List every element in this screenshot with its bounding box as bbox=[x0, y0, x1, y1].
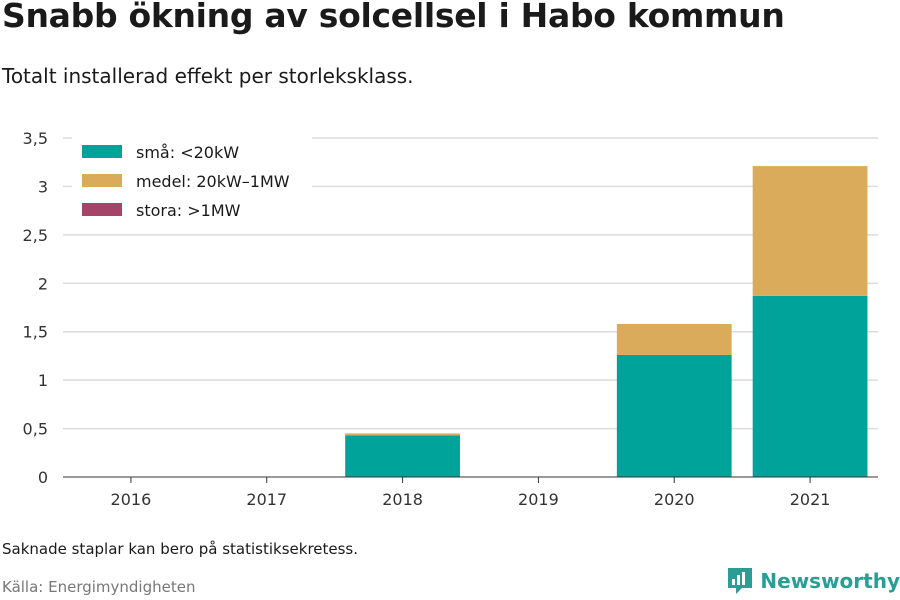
y-tick-label: 1 bbox=[38, 371, 48, 390]
x-tick-label: 2018 bbox=[382, 490, 423, 509]
bar-segment bbox=[752, 295, 868, 477]
y-tick-label: 0 bbox=[38, 468, 48, 487]
chart-subtitle: Totalt installerad effekt per storlekskl… bbox=[2, 64, 414, 88]
legend-label: medel: 20kW–1MW bbox=[136, 172, 290, 191]
legend-label: små: <20kW bbox=[136, 143, 239, 162]
bar-segment bbox=[752, 166, 868, 296]
newsworthy-logo-icon bbox=[728, 568, 753, 594]
y-tick-label: 3 bbox=[38, 177, 48, 196]
bars bbox=[345, 166, 868, 477]
chart-title: Snabb ökning av solcellsel i Habo kommun bbox=[2, 0, 785, 35]
legend-swatch bbox=[82, 145, 122, 158]
bar-segment bbox=[345, 435, 460, 477]
bar-segment bbox=[345, 433, 460, 436]
x-tick-label: 2017 bbox=[246, 490, 287, 509]
y-axis-ticks: 0 0,5 1 1,5 2 2,5 3 3,5 bbox=[23, 129, 48, 487]
y-tick-label: 3,5 bbox=[23, 129, 48, 148]
legend-label: stora: >1MW bbox=[136, 201, 241, 220]
x-axis-ticks: 2016 2017 2018 2019 2020 2021 bbox=[111, 477, 831, 509]
source-note: Källa: Energimyndigheten bbox=[2, 578, 196, 596]
bar-segment bbox=[616, 354, 732, 477]
brand-name: Newsworthy bbox=[760, 569, 900, 593]
y-tick-label: 2,5 bbox=[23, 226, 48, 245]
y-tick-label: 2 bbox=[38, 274, 48, 293]
footnote: Saknade staplar kan bero på statistiksek… bbox=[2, 540, 359, 558]
x-tick-label: 2019 bbox=[518, 490, 559, 509]
x-tick-label: 2016 bbox=[111, 490, 152, 509]
y-tick-label: 0,5 bbox=[23, 420, 48, 439]
x-tick-label: 2020 bbox=[654, 490, 695, 509]
x-tick-label: 2021 bbox=[790, 490, 831, 509]
y-tick-label: 1,5 bbox=[23, 323, 48, 342]
legend: små: <20kW medel: 20kW–1MW stora: >1MW bbox=[72, 134, 312, 226]
legend-swatch bbox=[82, 174, 122, 187]
stacked-bar-chart: 0 0,5 1 1,5 2 2,5 3 3,5 2016 2017 2018 2019 2020 202… bbox=[23, 129, 878, 509]
bar-segment bbox=[616, 323, 732, 355]
brand-logo: Newsworthy bbox=[726, 566, 900, 596]
legend-swatch bbox=[82, 203, 122, 216]
